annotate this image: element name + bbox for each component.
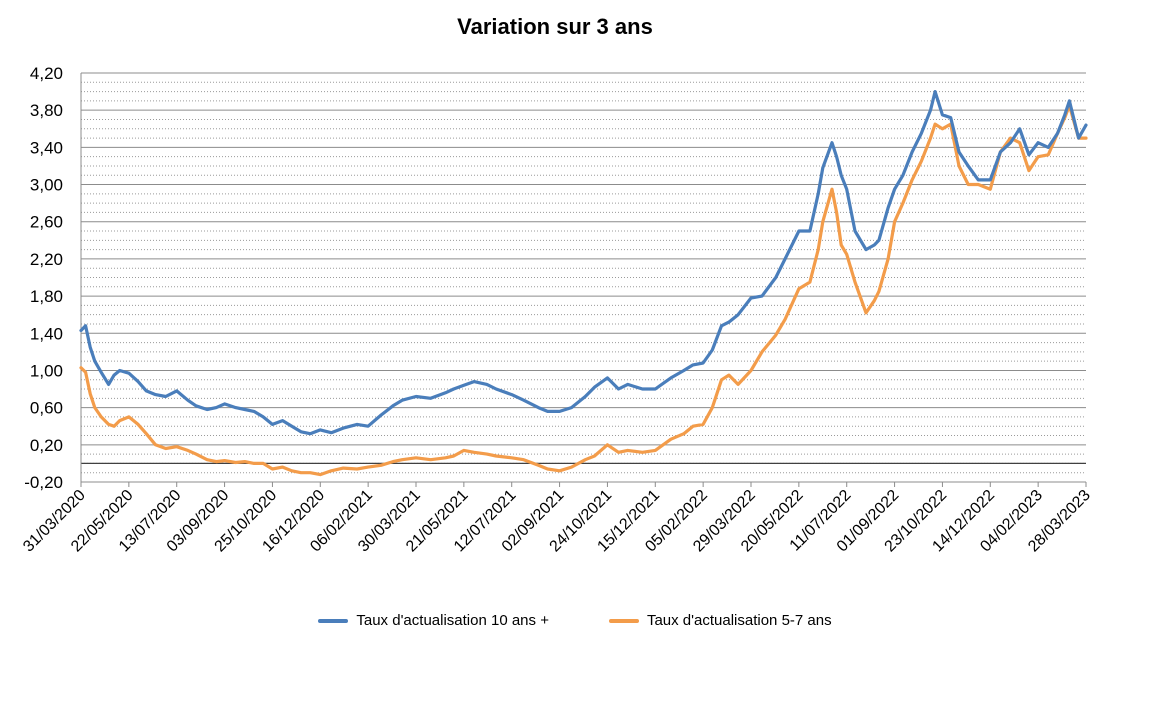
y-tick-label: 0,60 [30, 399, 63, 418]
y-tick-label: 1,80 [30, 287, 63, 306]
y-tick-label: 2,60 [30, 213, 63, 232]
series-line-5-7-ans [79, 103, 1088, 477]
legend-swatch-5-7-ans [608, 618, 639, 623]
y-tick-label: 2,20 [30, 250, 63, 269]
legend-label-10-ans: Taux d'actualisation 10 ans + [356, 612, 549, 629]
legend-item-5-7-ans: Taux d'actualisation 5-7 ans [608, 612, 832, 629]
chart-title: Variation sur 3 ans [457, 14, 653, 39]
legend-label-5-7-ans: Taux d'actualisation 5-7 ans [646, 612, 832, 629]
y-tick-label: 4,20 [30, 64, 63, 83]
grid-lines [81, 72, 1086, 483]
legend-swatch-10-ans [318, 618, 349, 623]
y-tick-labels: -0,20 0,20 0,60 1,00 1,40 1,80 2,20 2,60 3,00 3,4… [24, 64, 63, 492]
y-tick-label: 3,40 [30, 138, 63, 157]
y-tick-label: 3,80 [30, 101, 63, 120]
series-lines [79, 89, 1088, 477]
y-tick-label: 3,00 [30, 176, 63, 195]
legend: Taux d'actualisation 10 ans + Taux d'act… [0, 612, 1150, 629]
y-tick-label: 0,20 [30, 436, 63, 455]
axes [80, 73, 1087, 487]
y-tick-label: 1,40 [30, 324, 63, 343]
y-tick-label: -0,20 [24, 473, 63, 492]
series-line-10-ans [79, 89, 1088, 436]
legend-item-10-ans: Taux d'actualisation 10 ans + [318, 612, 549, 629]
y-tick-label: 1,00 [30, 361, 63, 380]
x-tick-labels: 31/03/202022/05/202013/07/202003/09/2020… [20, 487, 1094, 556]
